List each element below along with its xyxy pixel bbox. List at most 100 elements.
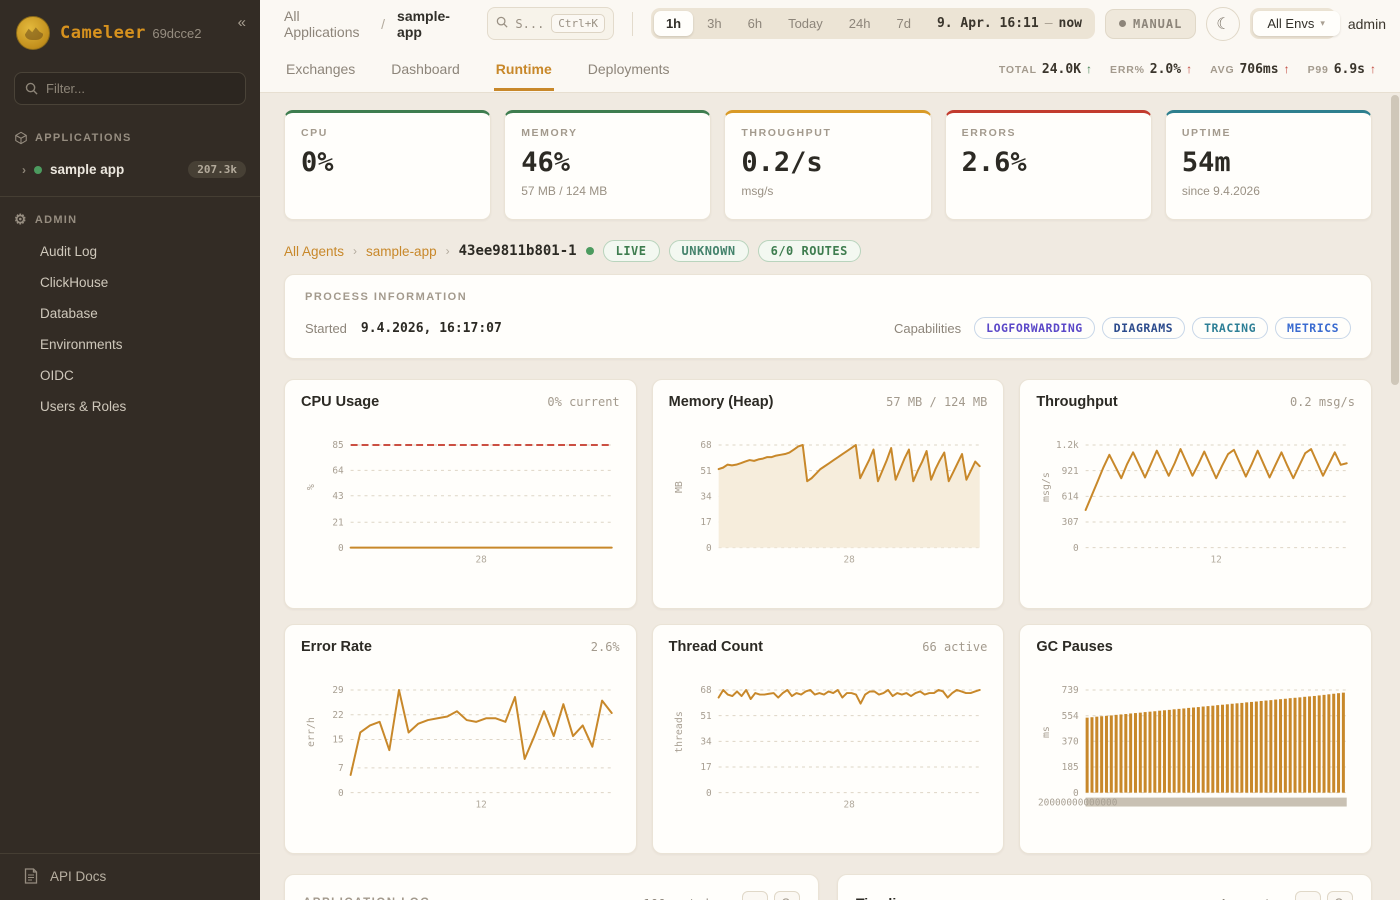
cameleer-logo-icon bbox=[16, 16, 50, 50]
trend-up-icon: ↑ bbox=[1086, 62, 1093, 76]
divider bbox=[632, 11, 633, 36]
sidebar-item-sample-app[interactable]: › sample app 207.3k bbox=[0, 153, 260, 188]
scrollbar-thumb[interactable] bbox=[1391, 95, 1399, 385]
metric-cards-row: CPU 0% MEMORY 46% 57 MB / 124 MB THROUGH… bbox=[284, 110, 1373, 220]
svg-text:921: 921 bbox=[1062, 466, 1079, 477]
metric-card-errors: ERRORS 2.6% bbox=[944, 110, 1152, 220]
time-range-group: 1h 3h 6h Today 24h 7d 9. Apr. 16:11— now bbox=[650, 8, 1095, 39]
cpu-usage-chart: 0 21 43 64 85% 28 bbox=[306, 440, 613, 566]
gc-pauses-chart: 0 185 370 554 739 ms 20000000000000 bbox=[1038, 685, 1348, 809]
tab-exchanges[interactable]: Exchanges bbox=[286, 61, 356, 77]
scrollbar-track[interactable] bbox=[1391, 95, 1399, 900]
svg-text:%: % bbox=[306, 484, 317, 490]
badge-routes: 6/0 ROUTES bbox=[757, 240, 861, 262]
svg-text:614: 614 bbox=[1062, 491, 1079, 502]
svg-text:17: 17 bbox=[700, 517, 711, 528]
svg-text:err/h: err/h bbox=[306, 717, 317, 747]
breadcrumb-all-agents[interactable]: All Agents bbox=[284, 243, 345, 259]
agent-id: 43ee9811b801-1 bbox=[458, 243, 577, 259]
range-6h[interactable]: 6h bbox=[747, 16, 763, 31]
range-3h[interactable]: 3h bbox=[707, 16, 722, 31]
brand-title: Cameleer 69dcce2 bbox=[60, 23, 202, 43]
range-1h[interactable]: 1h bbox=[653, 11, 694, 36]
svg-text:0: 0 bbox=[1073, 788, 1079, 799]
svg-text:34: 34 bbox=[700, 736, 712, 747]
download-button[interactable]: ↓ bbox=[1295, 891, 1321, 900]
manual-dot-icon bbox=[1119, 20, 1126, 27]
svg-text:51: 51 bbox=[700, 466, 712, 477]
applications-section-header: APPLICATIONS bbox=[0, 119, 260, 153]
capability-logforwarding: LOGFORWARDING bbox=[974, 317, 1095, 339]
tab-runtime[interactable]: Runtime bbox=[493, 48, 554, 91]
trend-up-icon: ↑ bbox=[1186, 62, 1193, 76]
chevron-right-icon: › bbox=[353, 244, 358, 258]
download-button[interactable]: ↓ bbox=[742, 891, 768, 900]
range-7d[interactable]: 7d bbox=[896, 16, 911, 31]
brand-name: Cameleer bbox=[60, 23, 146, 43]
env-select-dropdown[interactable]: All Envs ▾ bbox=[1250, 8, 1341, 39]
svg-text:370: 370 bbox=[1062, 736, 1079, 747]
svg-text:7: 7 bbox=[338, 763, 344, 774]
admin-section-header: ⚙ ADMIN bbox=[14, 211, 78, 227]
svg-text:0: 0 bbox=[338, 543, 344, 554]
breadcrumb-agent-app[interactable]: sample-app bbox=[366, 243, 437, 259]
stat-p99: P99 6.9s ↑ bbox=[1307, 62, 1376, 77]
manual-refresh-button[interactable]: MANUAL bbox=[1105, 8, 1197, 39]
tab-bar: Exchanges Dashboard Runtime Deployments … bbox=[260, 47, 1400, 93]
stat-avg: AVG 706ms ↑ bbox=[1210, 62, 1290, 77]
capabilities: Capabilities LOGFORWARDING DIAGRAMS TRAC… bbox=[894, 317, 1351, 339]
breadcrumb-current-app: sample-app bbox=[397, 7, 450, 40]
badge-live: LIVE bbox=[602, 240, 660, 262]
agent-breadcrumb: All Agents › sample-app › 43ee9811b801-1… bbox=[284, 240, 1372, 262]
global-search-input[interactable]: S... Ctrl+K bbox=[487, 7, 615, 40]
download-icon: ↓ bbox=[1305, 896, 1312, 900]
chevron-down-icon: ▾ bbox=[1320, 18, 1325, 28]
sidebar-item-users-roles[interactable]: Users & Roles bbox=[40, 399, 127, 414]
sidebar-item-api-docs[interactable]: API Docs bbox=[0, 853, 260, 900]
env-selected-value: All Envs bbox=[1253, 11, 1341, 36]
capability-diagrams: DIAGRAMS bbox=[1101, 317, 1186, 339]
sidebar-item-clickhouse[interactable]: ClickHouse bbox=[40, 275, 109, 290]
range-today[interactable]: Today bbox=[788, 16, 823, 31]
svg-text:28: 28 bbox=[475, 555, 487, 566]
svg-text:12: 12 bbox=[1211, 555, 1222, 566]
svg-text:0: 0 bbox=[1073, 543, 1079, 554]
refresh-button[interactable]: ⟳ bbox=[1327, 891, 1353, 900]
svg-text:28: 28 bbox=[843, 800, 855, 811]
tab-dashboard[interactable]: Dashboard bbox=[391, 61, 460, 77]
sidebar-item-database[interactable]: Database bbox=[40, 306, 98, 321]
date-range-display[interactable]: 9. Apr. 16:11— now bbox=[936, 16, 1082, 31]
sidebar-item-environments[interactable]: Environments bbox=[40, 337, 123, 352]
svg-text:msg/s: msg/s bbox=[1041, 472, 1052, 502]
range-24h[interactable]: 24h bbox=[848, 16, 871, 31]
chevron-right-icon[interactable]: › bbox=[22, 162, 26, 177]
dark-mode-toggle[interactable]: ☾ bbox=[1206, 6, 1241, 41]
svg-text:34: 34 bbox=[700, 491, 712, 502]
error-rate-chart: 0 7 15 22 29 err/h 12 bbox=[306, 685, 613, 811]
stat-err: ERR% 2.0% ↑ bbox=[1110, 62, 1193, 77]
sidebar-collapse-icon[interactable]: « bbox=[237, 14, 246, 31]
svg-text:1.2k: 1.2k bbox=[1056, 440, 1079, 451]
breadcrumb-all-applications[interactable]: All Applications bbox=[284, 7, 360, 40]
sidebar-item-oidc[interactable]: OIDC bbox=[40, 368, 74, 383]
application-log-card: APPLICATION LOG 100 entries ↓ ⟳ bbox=[284, 874, 819, 900]
tab-deployments[interactable]: Deployments bbox=[587, 61, 670, 77]
svg-text:28: 28 bbox=[843, 555, 855, 566]
svg-text:threads: threads bbox=[674, 711, 685, 753]
svg-text:ms: ms bbox=[1041, 726, 1052, 738]
svg-text:739: 739 bbox=[1062, 685, 1079, 696]
sidebar-item-audit-log[interactable]: Audit Log bbox=[40, 244, 98, 259]
user-menu[interactable]: admin bbox=[1347, 15, 1386, 32]
breadcrumb-separator: / bbox=[381, 15, 386, 32]
refresh-button[interactable]: ⟳ bbox=[774, 891, 800, 900]
badge-unknown: UNKNOWN bbox=[668, 240, 749, 262]
chart-memory-heap: Memory (Heap) 57 MB / 124 MB 0 17 34 51 68 MB 2… bbox=[651, 379, 1005, 609]
svg-text:0: 0 bbox=[338, 788, 344, 799]
svg-text:185: 185 bbox=[1062, 762, 1079, 773]
filter-input[interactable]: Filter... bbox=[14, 72, 246, 105]
live-status-dot bbox=[585, 247, 594, 255]
runtime-content: CPU 0% MEMORY 46% 57 MB / 124 MB THROUGH… bbox=[260, 93, 1400, 900]
svg-text:85: 85 bbox=[332, 440, 343, 451]
chart-error-rate: Error Rate 2.6% 0 7 15 22 29 err/h 12 bbox=[284, 624, 637, 854]
metric-card-uptime: UPTIME 54m since 9.4.2026 bbox=[1164, 110, 1373, 220]
